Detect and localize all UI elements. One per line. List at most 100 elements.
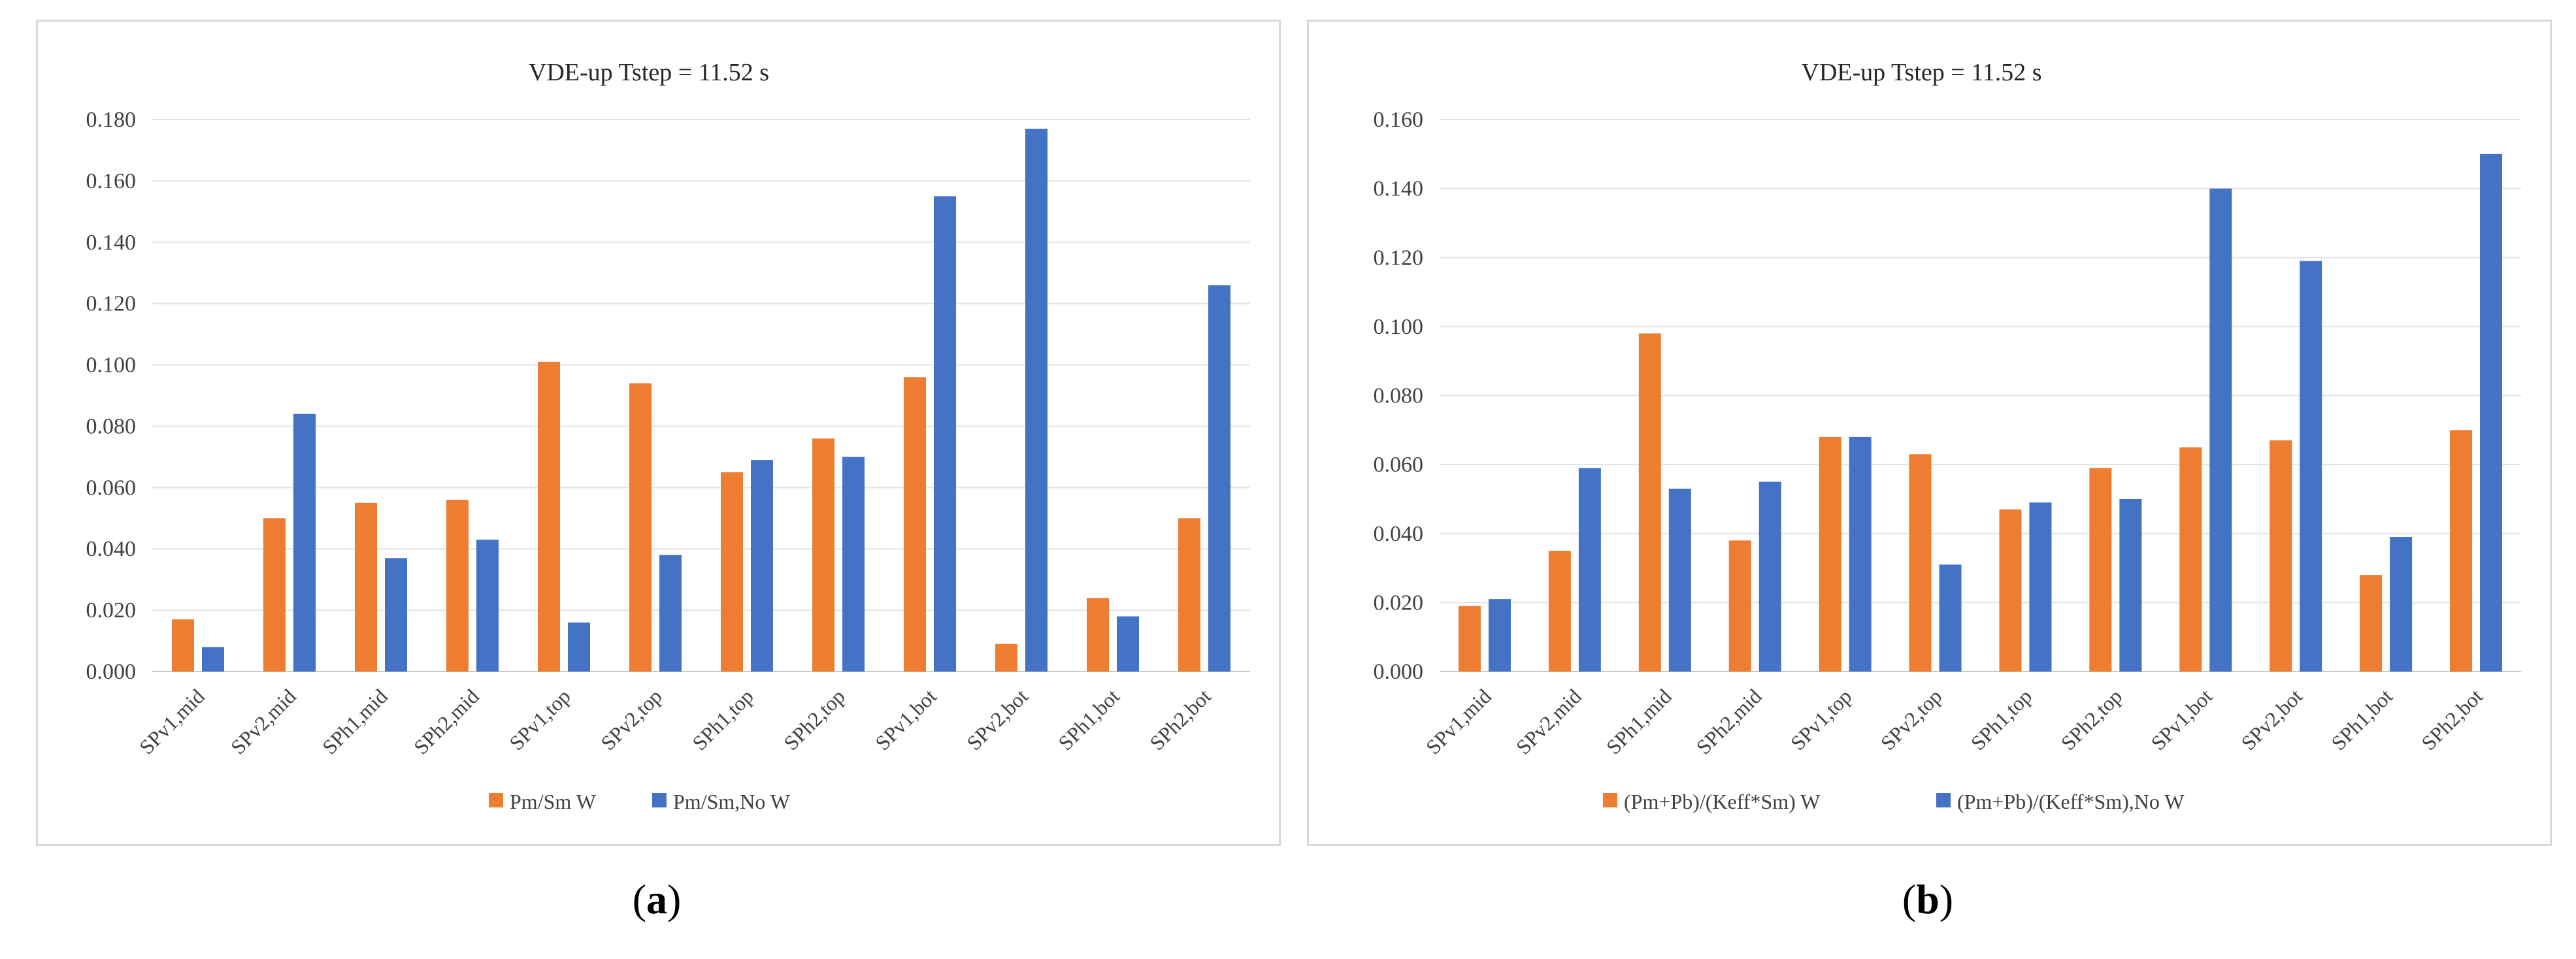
bar-w-5 [1819,436,1841,672]
bar-no-w-5 [568,622,590,672]
y-tick-label: 0.000 [1374,660,1424,684]
bar-no-w-6 [1939,564,1962,672]
caption-b-open: ( [1902,876,1917,922]
bar-w-8 [812,438,834,672]
bar-no-w-7 [2029,502,2052,672]
x-tick-label: SPh2,bot [2417,684,2487,755]
bar-no-w-6 [659,555,682,672]
bar-no-w-11 [1117,616,1139,672]
chart-title: VDE-up Tstep = 11.52 s [529,59,769,86]
bar-no-w-1 [202,647,224,672]
x-tick-label: SPv2,top [1876,684,1947,755]
bar-w-10 [2270,440,2292,672]
bar-w-4 [1728,540,1751,672]
x-tick-label: SPh1,bot [1053,684,1124,755]
bar-no-w-1 [1488,599,1511,672]
caption-a-letter: a [646,876,667,922]
chart-panel-a: VDE-up Tstep = 11.52 s 0.000 0.020 0.040 0.0… [36,20,1281,846]
bar-no-w-8 [2119,498,2142,672]
bar-chart-a: VDE-up Tstep = 11.52 s 0.000 0.020 0.040 0.0… [86,59,1250,813]
bar-no-w-12 [2480,154,2503,672]
x-tick-label: SPh2,top [2056,684,2127,755]
y-tick-label: 0.020 [86,598,137,623]
bar-no-w-12 [1208,285,1230,672]
bar-w-10 [995,643,1017,672]
y-tick-label: 0.100 [1374,315,1424,339]
y-tick-label: 0.100 [86,353,137,378]
y-tick-label: 0.080 [86,414,137,438]
bar-w-3 [355,502,377,672]
bar-no-w-7 [751,460,773,672]
y-tick-label: 0.140 [1374,177,1424,201]
y-tick-label: 0.140 [86,231,137,255]
y-tick-label: 0.020 [1374,591,1424,615]
y-tick-label: 0.120 [86,292,137,316]
bar-no-w-3 [385,558,407,672]
bar-w-1 [172,619,194,672]
x-tick-label: SPh1,mid [1602,684,1676,758]
caption-b: (b) [1862,875,1993,924]
y-tick-label: 0.120 [1374,246,1424,270]
x-tick-label: SPv1,mid [1421,684,1496,758]
x-tick-label: SPv1,top [504,684,575,755]
bar-no-w-4 [476,540,499,672]
bar-w-7 [721,472,743,672]
bar-w-3 [1638,333,1661,672]
x-tick-label: SPh1,top [687,684,758,755]
bar-w-2 [263,518,286,672]
bar-no-w-11 [2390,537,2413,672]
bar-no-w-2 [293,414,316,672]
x-tick-label: SPv2,mid [226,684,301,758]
bar-w-8 [2089,468,2112,672]
bar-no-w-9 [934,196,956,672]
x-tick-label: SPv2,top [596,684,667,755]
x-tick-label: SPv1,mid [135,684,209,758]
caption-a: (a) [591,875,722,924]
bar-w-11 [2360,575,2383,672]
x-tick-label: SPv2,bot [962,684,1032,755]
x-tick-label: SPv1,bot [870,684,941,755]
legend-swatch-w [489,793,503,807]
legend-swatch-no-w [652,793,667,807]
x-tick-label: SPh1,bot [2326,684,2397,755]
y-tick-label: 0.080 [1374,384,1424,408]
y-tick-label: 0.060 [1374,453,1424,477]
bar-w-2 [1548,551,1571,672]
bar-w-1 [1458,606,1481,672]
y-tick-label: 0.040 [1374,522,1424,546]
x-tick-label: SPh2,mid [1692,684,1766,758]
caption-b-close: ) [1939,876,1954,922]
x-tick-label: SPh2,mid [409,684,484,758]
bar-w-7 [1999,509,2022,672]
chart-title: VDE-up Tstep = 11.52 s [1801,59,2041,86]
bar-w-9 [904,377,926,672]
bar-w-11 [1087,598,1109,672]
bar-no-w-5 [1849,436,1872,672]
bar-no-w-10 [2300,261,2322,672]
bar-w-5 [538,361,560,672]
bar-no-w-4 [1759,481,1781,672]
y-tick-label: 0.160 [1374,108,1424,132]
caption-a-close: ) [667,876,682,922]
legend-label-w: (Pm+Pb)/(Keff*Sm) W [1624,790,1821,813]
bar-chart-b: VDE-up Tstep = 11.52 s 0.000 0.020 0.040 0.0… [1374,59,2521,813]
y-tick-label: 0.000 [86,660,137,684]
x-tick-label: SPh1,top [1966,684,2037,755]
legend-label-no-w: (Pm+Pb)/(Keff*Sm),No W [1957,790,2185,813]
bar-no-w-9 [2209,188,2232,672]
x-tick-label: SPv1,top [1786,684,1857,755]
legend-swatch-w [1603,793,1617,807]
caption-a-open: ( [632,876,646,922]
y-tick-label: 0.160 [86,169,137,193]
bar-w-4 [446,500,469,672]
bar-w-12 [2450,430,2473,672]
x-tick-label: SPh2,bot [1145,684,1215,755]
caption-b-letter: b [1916,876,1940,922]
legend-label-no-w: Pm/Sm,No W [673,790,791,813]
bar-no-w-8 [842,457,865,672]
bar-w-6 [629,383,652,672]
x-tick-label: SPv2,mid [1511,684,1586,758]
x-tick-label: SPv2,bot [2236,684,2307,755]
y-tick-label: 0.060 [86,476,137,500]
legend-label-w: Pm/Sm W [510,790,597,813]
